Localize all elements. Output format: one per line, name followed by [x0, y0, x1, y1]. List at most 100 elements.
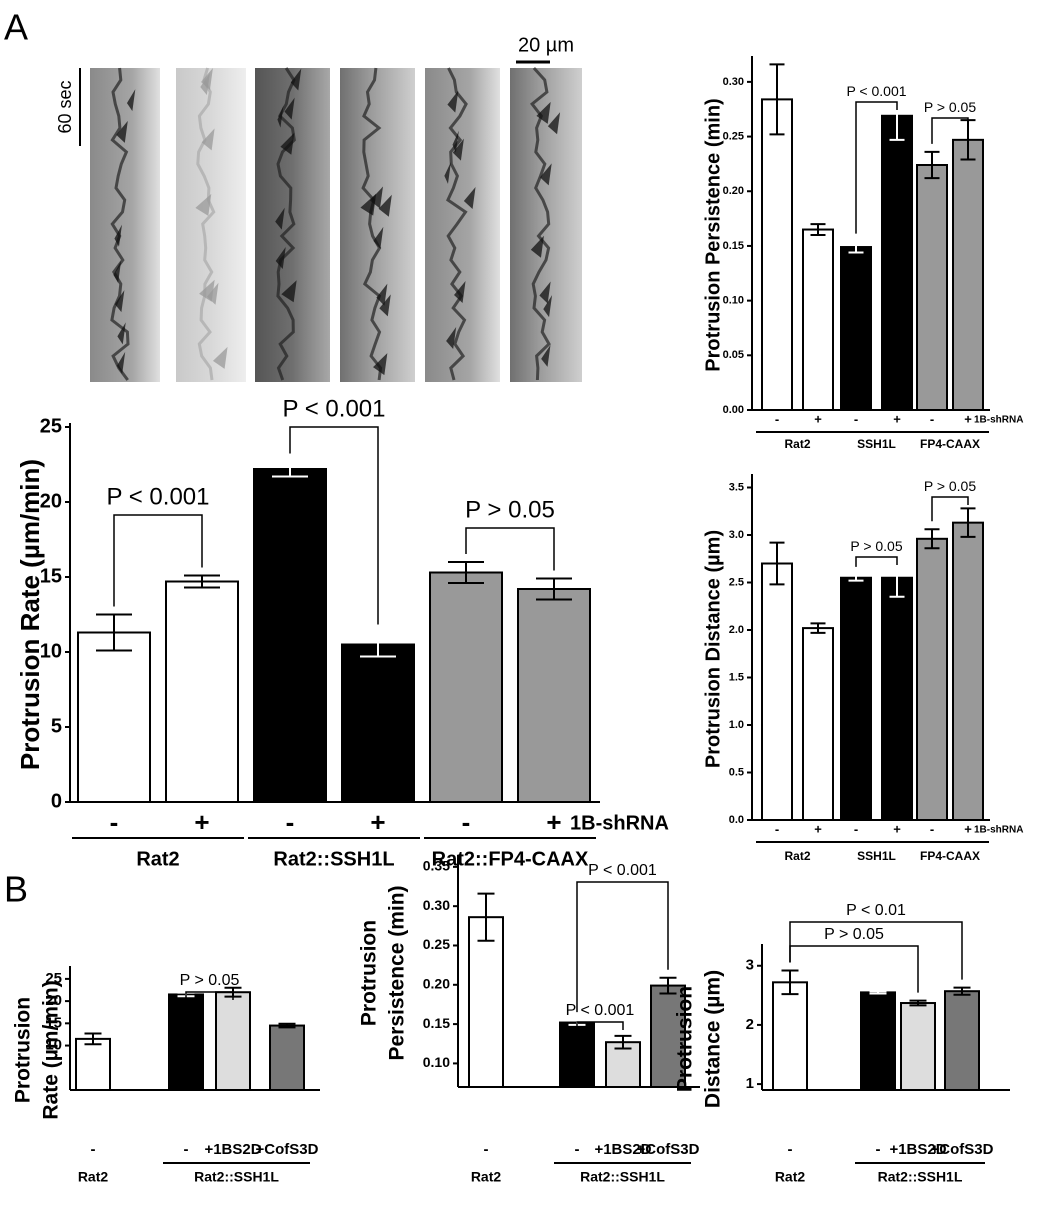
y-axis-label: Protrusion	[674, 986, 697, 1092]
bar	[761, 98, 793, 411]
y-tick-label: 2.5	[729, 576, 744, 588]
group-label: Rat2	[78, 1169, 109, 1185]
kymograph-spike	[117, 322, 126, 345]
chart: 0.100.150.200.250.300.35- - +1BS2D+CofS3DR…	[358, 855, 700, 1185]
y-tick-label: 0.0	[729, 814, 744, 826]
kymograph-edge	[196, 67, 216, 381]
y-axis-label: Protrusion	[12, 997, 35, 1103]
x-tick-label: +	[964, 411, 972, 426]
y-tick-label: 0.25	[723, 130, 744, 142]
kymograph-spike	[360, 193, 377, 216]
error-bar	[448, 561, 484, 584]
treatment-label: 1B-shRNA	[974, 825, 1023, 836]
bar	[165, 580, 239, 803]
bracket	[289, 426, 379, 625]
kymograph-spike	[114, 224, 122, 247]
bar	[881, 576, 913, 821]
error-bar	[360, 631, 396, 658]
kymograph-spike	[116, 351, 126, 374]
y-tick-label: 2	[746, 1016, 754, 1033]
error-bar	[272, 460, 308, 478]
kymograph-spike	[540, 163, 552, 186]
error-bar	[924, 150, 940, 180]
y-tick-label: 0.10	[723, 295, 744, 307]
bar	[605, 1041, 641, 1088]
time-bar-label: 60 sec	[55, 80, 75, 133]
y-tick-label: 1.5	[729, 671, 744, 683]
y-tick-label: 2.0	[729, 624, 744, 636]
bar	[75, 1037, 111, 1092]
y-tick-label: 3.0	[729, 529, 744, 541]
kymograph-edge	[361, 67, 383, 381]
bar	[952, 138, 984, 411]
group-label: Rat2::SSH1L	[878, 1169, 963, 1185]
kymograph	[90, 68, 160, 382]
y-tick-label: 1	[746, 1075, 754, 1092]
x-tick-label: +1BS2D	[889, 1141, 946, 1158]
group-label: Rat2::SSH1L	[194, 1169, 279, 1185]
kymograph-edge	[530, 66, 551, 381]
kymograph-spike	[378, 194, 392, 217]
error-bar	[659, 976, 677, 995]
bar	[761, 562, 793, 821]
error-bar	[96, 613, 132, 652]
error-bar	[769, 63, 785, 136]
error-bar	[909, 999, 927, 1007]
error-bar	[536, 577, 572, 601]
kymograph-spike	[547, 112, 561, 135]
kymograph-spike	[444, 161, 451, 184]
group-label: Rat2	[784, 437, 810, 451]
y-tick-label: 0.10	[423, 1054, 450, 1070]
bar	[215, 991, 251, 1092]
y-axis-label: Persistence (min)	[386, 885, 409, 1060]
error-bar	[810, 223, 826, 236]
bar	[517, 588, 591, 803]
annotation: P < 0.001	[283, 396, 386, 423]
kymograph-spike	[201, 128, 215, 151]
group-label: Rat2	[775, 1169, 806, 1185]
bar	[900, 1002, 936, 1092]
x-tick-label: +1BS2D	[594, 1141, 651, 1158]
error-bar	[848, 573, 864, 582]
annotation: P < 0.001	[846, 83, 906, 99]
bar	[269, 1024, 305, 1091]
y-tick-label: 0.15	[723, 240, 744, 252]
error-bar	[477, 892, 495, 942]
x-tick-label: -	[930, 821, 934, 836]
x-tick-label: -	[775, 411, 779, 426]
annotation: P > 0.05	[824, 926, 884, 943]
error-bar	[924, 528, 940, 550]
kymograph-spike	[290, 68, 302, 91]
error-bar	[614, 1034, 632, 1050]
bar	[944, 990, 980, 1091]
annotation: P > 0.05	[924, 478, 977, 494]
error-bar	[781, 969, 799, 996]
kymograph-spike	[212, 346, 228, 369]
y-tick-label: 0.5	[729, 766, 744, 778]
kymograph-edge	[446, 67, 468, 381]
x-tick-label: -	[854, 821, 858, 836]
kymograph	[176, 68, 246, 382]
y-tick-label: 5	[51, 715, 62, 737]
x-tick-label: +	[814, 821, 822, 836]
annotation: P > 0.05	[465, 497, 555, 524]
kymograph-spike	[195, 193, 212, 216]
y-tick-label: 10	[45, 1037, 62, 1054]
bar	[916, 537, 948, 821]
y-tick-label: 15	[40, 565, 62, 587]
error-bar	[184, 574, 220, 589]
y-tick-label: 10	[40, 640, 62, 662]
kymograph-images	[90, 66, 582, 382]
error-bar	[769, 541, 785, 586]
bracket	[789, 921, 963, 980]
y-axis-label: Protrusion Distance (µm)	[702, 530, 724, 768]
x-tick-label: +1BS2D	[204, 1141, 261, 1158]
group-label: Rat2	[136, 848, 179, 870]
bar	[468, 916, 504, 1089]
kymograph-spike	[373, 226, 384, 249]
y-tick-label: 0.25	[423, 936, 450, 952]
